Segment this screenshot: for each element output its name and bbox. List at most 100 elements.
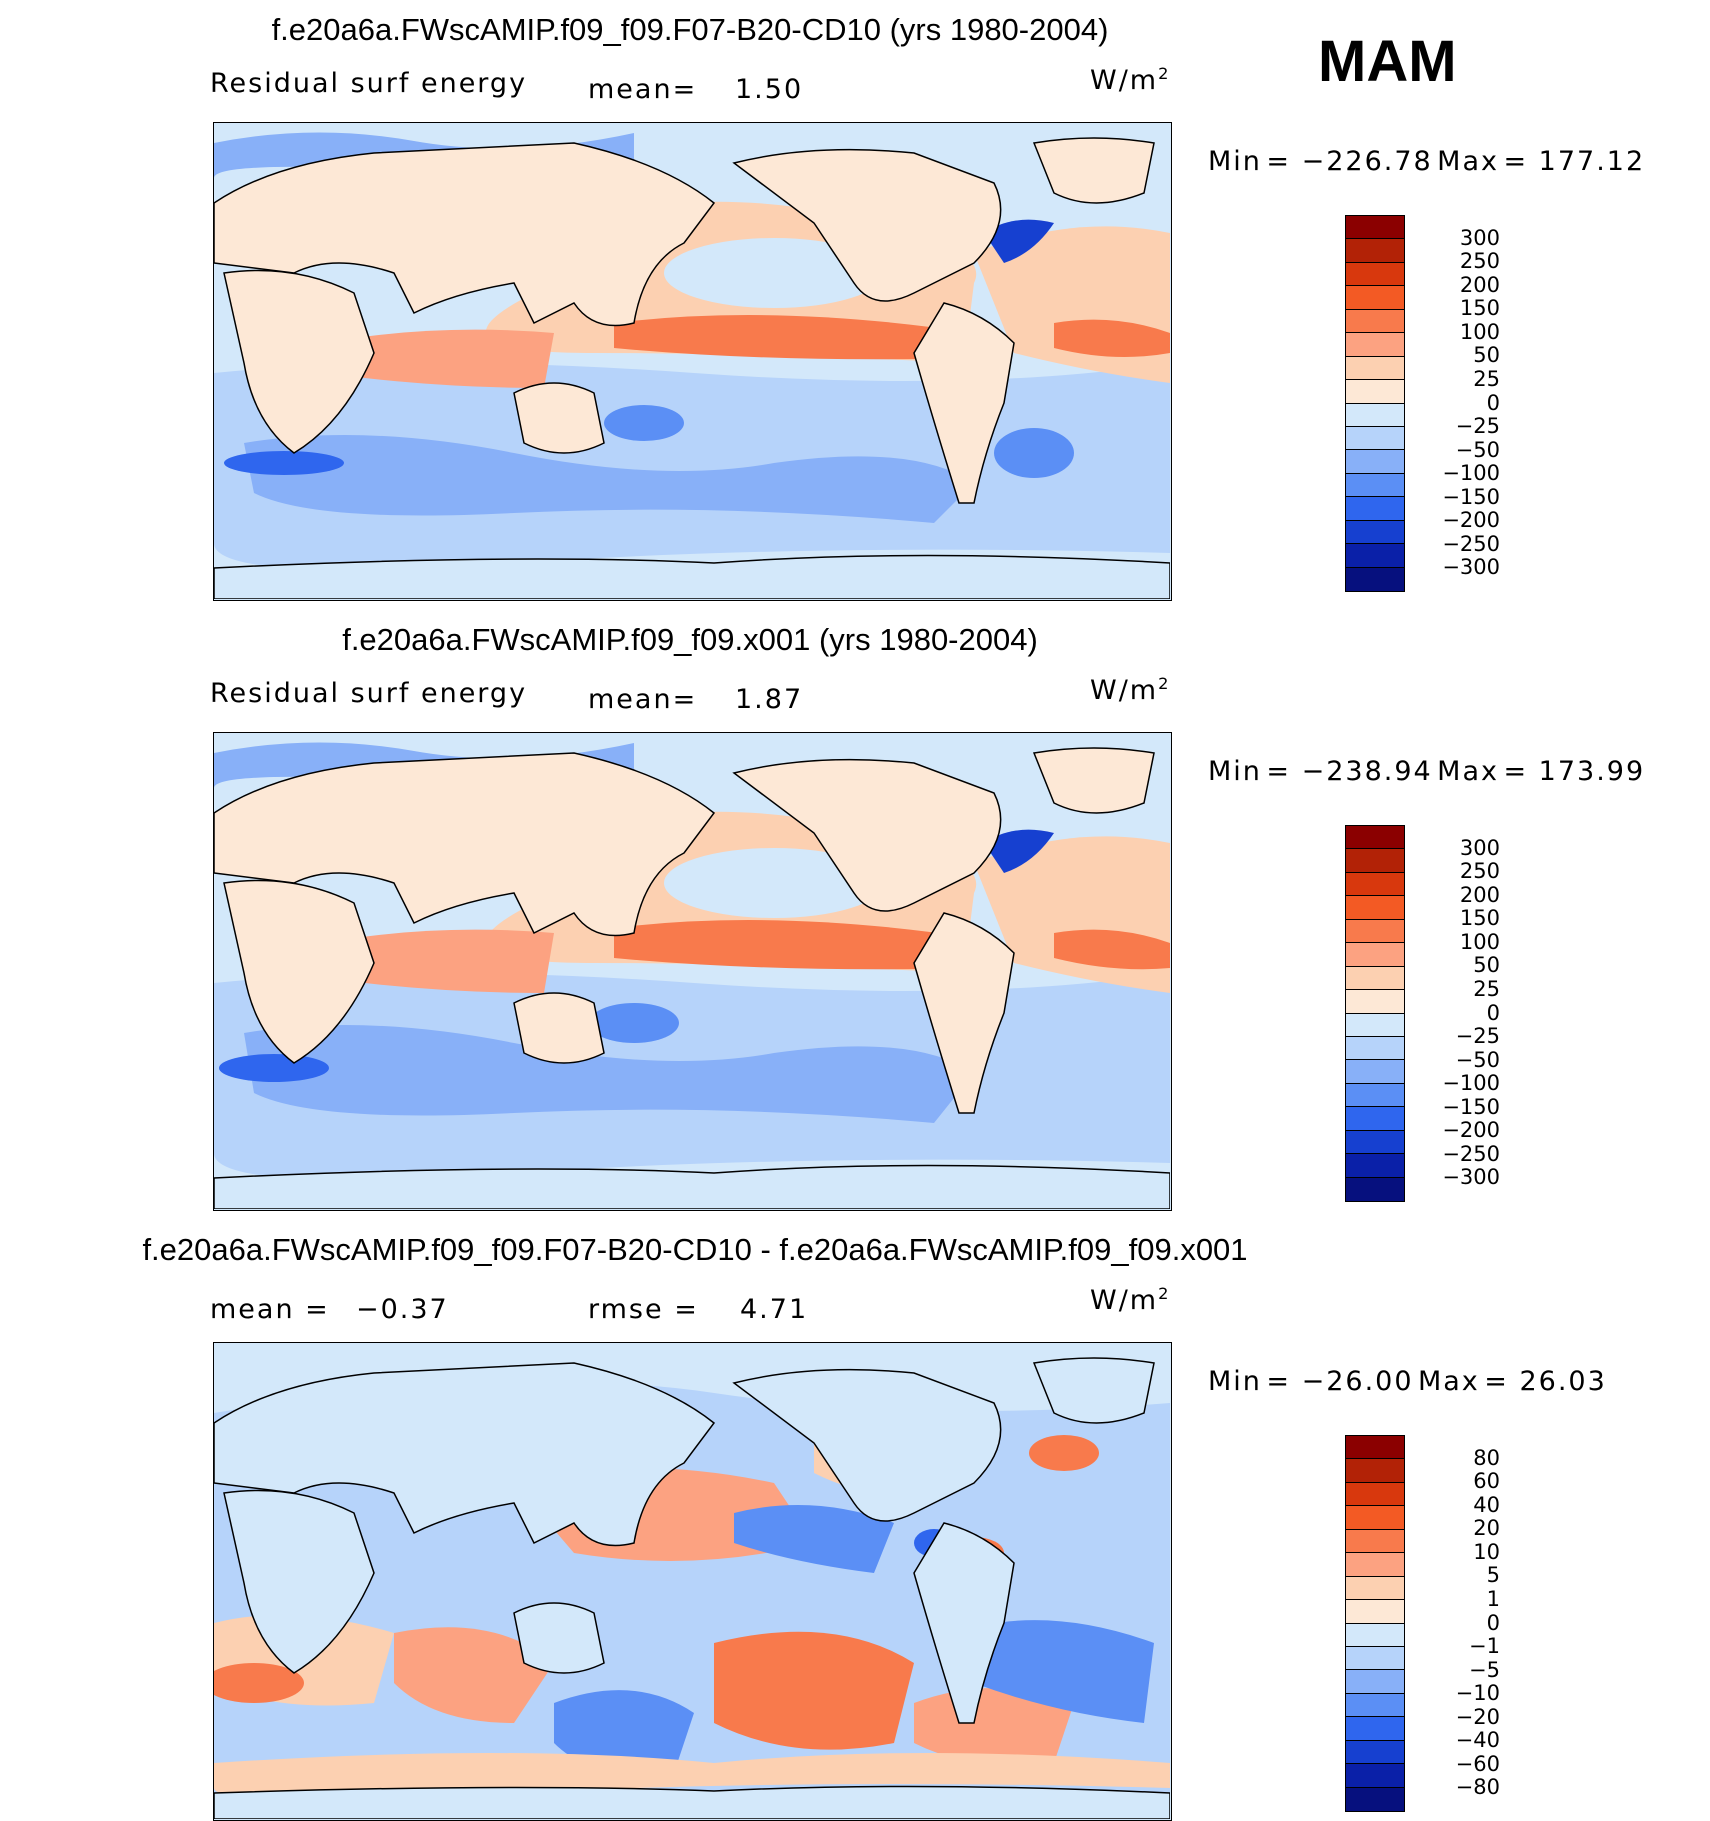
panel3-map <box>213 1342 1172 1821</box>
panel3-min-max: Min = −26.00 Max = 26.03 <box>1208 1366 1607 1397</box>
colorbar-tick-label: −60 <box>1455 1751 1500 1776</box>
colorbar-segment <box>1346 1506 1404 1530</box>
colorbar-segment <box>1346 309 1404 334</box>
colorbar-tick-label: 1 <box>1486 1586 1500 1611</box>
colorbar-tick-label: −150 <box>1442 1094 1500 1119</box>
colorbar-segment <box>1346 1717 1404 1741</box>
colorbar-segment <box>1346 990 1404 1014</box>
colorbar-segment <box>1346 919 1404 944</box>
panel3-title: f.e20a6a.FWscAMIP.f09_f09.F07-B20-CD10 -… <box>142 1232 1248 1267</box>
colorbar-tick-label: 20 <box>1473 1516 1500 1541</box>
colorbar-tick-label: 80 <box>1473 1445 1500 1470</box>
panel2-field-plot <box>214 733 1170 1209</box>
colorbar-segment <box>1346 520 1404 545</box>
panel1-title: f.e20a6a.FWscAMIP.f09_f09.F07-B20-CD10 (… <box>271 12 1109 47</box>
colorbar-tick-label: −20 <box>1455 1704 1500 1729</box>
colorbar-tick-label: 60 <box>1473 1469 1500 1494</box>
panel1-max-label: Max <box>1437 146 1499 177</box>
colorbar-tick-label: 100 <box>1459 319 1500 344</box>
colorbar-segment <box>1346 380 1404 404</box>
colorbar-segment <box>1346 943 1404 967</box>
colorbar-tick-label: 50 <box>1473 343 1500 368</box>
colorbar-tick-label: −10 <box>1455 1681 1500 1706</box>
panel1-min-value: −226.78 <box>1301 146 1433 177</box>
colorbar-tick-label: 200 <box>1459 882 1500 907</box>
panel2-min-value: −238.94 <box>1301 756 1433 787</box>
panel3-units: W/m2 <box>1090 1284 1171 1316</box>
colorbar-segment <box>1346 1036 1404 1061</box>
colorbar-segment <box>1346 1130 1404 1155</box>
colorbar-segment <box>1346 1083 1404 1108</box>
colorbar-segment <box>1346 426 1404 451</box>
colorbar-tick-label: −200 <box>1442 1118 1500 1143</box>
colorbar-segment <box>1346 1436 1404 1460</box>
colorbar-segment <box>1346 567 1404 591</box>
colorbar-segment <box>1346 497 1404 521</box>
colorbar-segment <box>1346 966 1404 991</box>
panel1-mean-value: 1.50 <box>735 74 804 105</box>
panel3-mean-value: −0.37 <box>356 1294 449 1325</box>
colorbar-segment <box>1346 1600 1404 1624</box>
panel3-min-label: Min <box>1208 1366 1262 1397</box>
colorbar-tick-label: −300 <box>1442 555 1500 580</box>
colorbar-segment <box>1346 216 1404 240</box>
colorbar-tick-label: 150 <box>1459 296 1500 321</box>
colorbar-tick-label: −50 <box>1455 437 1500 462</box>
colorbar-segment <box>1346 1482 1404 1507</box>
colorbar-segment <box>1346 1787 1404 1811</box>
colorbar-segment <box>1346 1576 1404 1601</box>
colorbar-segment <box>1346 826 1404 850</box>
colorbar-tick-label: 10 <box>1473 1539 1500 1564</box>
colorbar-segment <box>1346 356 1404 381</box>
colorbar-segment <box>1346 872 1404 897</box>
panel1-colorbar-ticks: 300 250 200 150 100 50 25 0 −25 −50 −100 −150 −200 −2… <box>1420 215 1500 592</box>
colorbar-segment <box>1346 1529 1404 1554</box>
colorbar-segment <box>1346 1764 1404 1788</box>
colorbar-segment <box>1346 1013 1404 1037</box>
panel2-units: W/m2 <box>1090 674 1171 706</box>
colorbar-tick-label: 25 <box>1473 366 1500 391</box>
panel2-mean-value: 1.87 <box>735 684 804 715</box>
panel2-colorbar-ticks: 300 250 200 150 100 50 25 0 −25 −50 −100 −150 −200 −2… <box>1420 825 1500 1202</box>
panel3-colorbar <box>1345 1435 1405 1812</box>
colorbar-segment <box>1346 1693 1404 1718</box>
panel3-colorbar-ticks: 80 60 40 20 10 5 1 0 −1 −5 −10 −20 −40 −60 −80 <box>1420 1435 1500 1812</box>
panel2-title: f.e20a6a.FWscAMIP.f09_f09.x001 (yrs 1980… <box>342 622 1038 657</box>
panel3-rmse-label: rmse = <box>588 1294 699 1325</box>
colorbar-segment <box>1346 286 1404 310</box>
colorbar-segment <box>1346 403 1404 427</box>
colorbar-segment <box>1346 1740 1404 1765</box>
colorbar-segment <box>1346 333 1404 357</box>
panel2-min-max: Min = −238.94 Max = 173.99 <box>1208 756 1646 787</box>
colorbar-segment <box>1346 896 1404 920</box>
panel2-max-label: Max <box>1437 756 1499 787</box>
colorbar-tick-label: −40 <box>1455 1728 1500 1753</box>
panel3-max-label: Max <box>1417 1366 1480 1397</box>
colorbar-tick-label: 250 <box>1459 859 1500 884</box>
panel3-min-value: −26.00 <box>1301 1366 1414 1397</box>
colorbar-segment <box>1346 450 1404 474</box>
panel2-max-value: 173.99 <box>1538 756 1646 787</box>
colorbar-tick-label: −50 <box>1455 1047 1500 1072</box>
colorbar-tick-label: 50 <box>1473 953 1500 978</box>
colorbar-tick-label: 100 <box>1459 929 1500 954</box>
panel1-colorbar <box>1345 215 1405 592</box>
colorbar-tick-label: −300 <box>1442 1165 1500 1190</box>
panel3-mean-label: mean = <box>210 1294 330 1325</box>
colorbar-tick-label: −1 <box>1469 1634 1500 1659</box>
panel1-map <box>213 122 1172 601</box>
colorbar-tick-label: −80 <box>1455 1775 1500 1800</box>
panel1-max-value: 177.12 <box>1538 146 1646 177</box>
colorbar-segment <box>1346 473 1404 498</box>
panel2-mean-label: mean= <box>588 684 698 715</box>
colorbar-segment <box>1346 239 1404 263</box>
panel3-max-value: 26.03 <box>1519 1366 1607 1397</box>
colorbar-tick-label: 25 <box>1473 976 1500 1001</box>
colorbar-tick-label: 5 <box>1486 1563 1500 1588</box>
colorbar-tick-label: −25 <box>1455 1024 1500 1049</box>
colorbar-segment <box>1346 262 1404 287</box>
panel2-left-label: Residual surf energy <box>210 678 528 709</box>
colorbar-tick-label: 0 <box>1486 390 1500 415</box>
colorbar-tick-label: 40 <box>1473 1492 1500 1517</box>
colorbar-tick-label: 250 <box>1459 249 1500 274</box>
